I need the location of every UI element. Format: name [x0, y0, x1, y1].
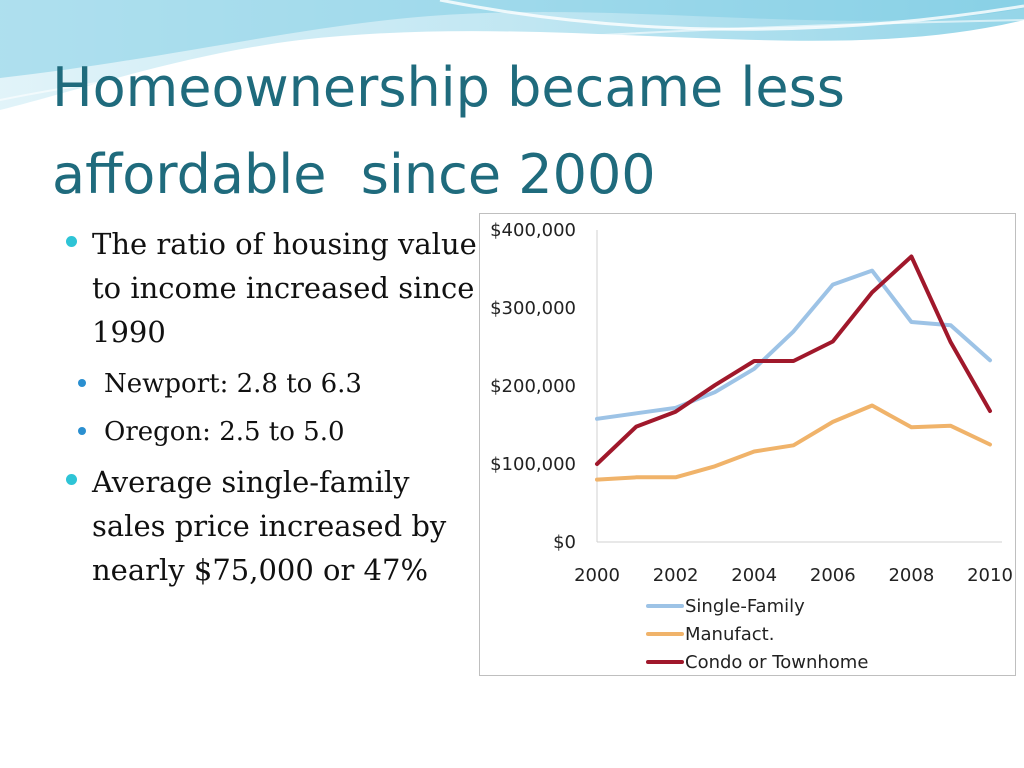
sub-bullet-text: Newport: 2.8 to 6.3 — [104, 369, 362, 399]
title-line-1: Homeownership became less — [52, 56, 845, 119]
bullet-sales-price: Average single-family sales price increa… — [62, 460, 482, 592]
price-chart: $0 $100,000 $200,000 $300,000 $400,000 2000 20… — [479, 213, 1016, 676]
bullet-text: Average single-family sales price increa… — [92, 465, 447, 587]
legend-label-condo-or-townhome: Condo or Townhome — [685, 652, 868, 673]
y-tick-label: $200,000 — [490, 376, 576, 397]
y-tick-label: $400,000 — [490, 220, 576, 241]
sub-bullet-oregon: Oregon: 2.5 to 5.0 — [62, 408, 482, 456]
x-tick-label: 2010 — [967, 565, 1013, 586]
line-chart-svg: $0 $100,000 $200,000 $300,000 $400,000 2000 20… — [490, 220, 1013, 673]
title-line-2: affordable since 2000 — [52, 143, 656, 207]
sub-bullet-newport: Newport: 2.8 to 6.3 — [62, 360, 482, 408]
bullet-text: The ratio of housing value to income inc… — [92, 227, 477, 349]
x-tick-label: 2002 — [653, 565, 699, 586]
bullet-list: The ratio of housing value to income inc… — [62, 222, 482, 598]
series-line-single-family — [595, 268, 992, 421]
sub-bullet-text: Oregon: 2.5 to 5.0 — [104, 417, 345, 447]
x-tick-label: 2006 — [810, 565, 856, 586]
legend-label-manufact: Manufact. — [685, 624, 774, 645]
y-tick-label: $300,000 — [490, 298, 576, 319]
y-tick-label: $100,000 — [490, 454, 576, 475]
decorative-wave-banner — [0, 0, 1024, 110]
bullet-housing-ratio: The ratio of housing value to income inc… — [62, 222, 482, 354]
series-line-condo-or-townhome — [595, 254, 992, 466]
x-tick-label: 2000 — [574, 565, 620, 586]
x-tick-label: 2008 — [888, 565, 934, 586]
x-tick-label: 2004 — [731, 565, 777, 586]
slide-title: Homeownership became less affordable sin… — [52, 44, 952, 219]
y-tick-label: $0 — [553, 532, 576, 553]
legend-label-single-family: Single-Family — [685, 596, 805, 617]
series-line-manufact — [595, 403, 992, 482]
